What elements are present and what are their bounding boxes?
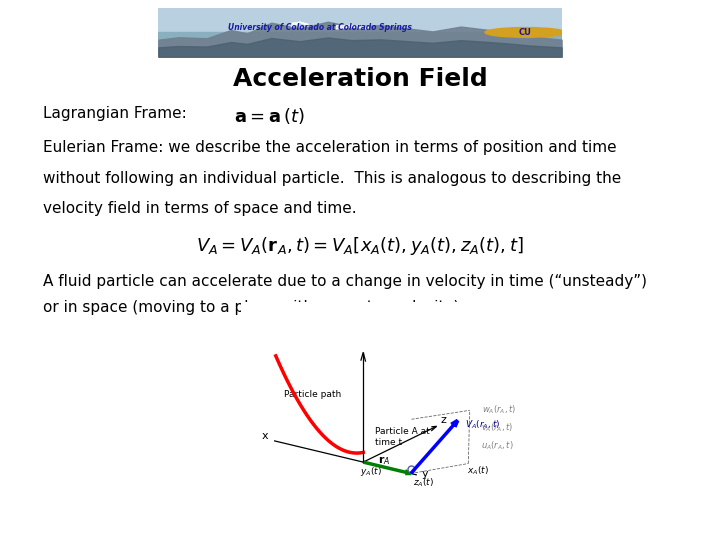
- Text: Acceleration Field: Acceleration Field: [233, 67, 487, 91]
- Text: or in space (moving to a place with a greater velocity).: or in space (moving to a place with a gr…: [43, 300, 464, 315]
- Text: A fluid particle can accelerate due to a change in velocity in time (“unsteady”): A fluid particle can accelerate due to a…: [43, 274, 647, 289]
- Text: Lagrangian Frame:: Lagrangian Frame:: [43, 106, 197, 121]
- Text: velocity field in terms of space and time.: velocity field in terms of space and tim…: [43, 201, 357, 216]
- Text: CU: CU: [519, 28, 532, 37]
- Text: $\mathbf{a} = \mathbf{a}\,(t)$: $\mathbf{a} = \mathbf{a}\,(t)$: [234, 106, 305, 126]
- Bar: [158, 32, 562, 57]
- Text: Eulerian Frame: we describe the acceleration in terms of position and time: Eulerian Frame: we describe the accelera…: [43, 140, 617, 156]
- Bar: [158, 8, 562, 32]
- Circle shape: [485, 28, 566, 37]
- Text: University of Colorado at Colorado Springs: University of Colorado at Colorado Sprin…: [228, 23, 412, 32]
- Text: $V_A = V_A(\mathbf{r}_A, t) = V_A[x_A(t), y_A(t), z_A(t), t]$: $V_A = V_A(\mathbf{r}_A, t) = V_A[x_A(t)…: [196, 235, 524, 258]
- Text: without following an individual particle.  This is analogous to describing the: without following an individual particle…: [43, 171, 621, 186]
